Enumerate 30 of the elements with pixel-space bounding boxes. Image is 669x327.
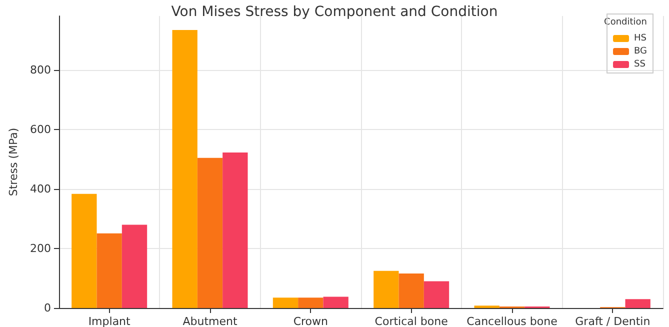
chart-title: Von Mises Stress by Component and Condition <box>171 4 498 20</box>
bar <box>122 224 148 308</box>
y-tick-label: 400 <box>30 182 51 196</box>
legend-title: Condition <box>604 18 648 28</box>
bar <box>272 298 298 308</box>
y-axis-title: Stress (MPa) <box>7 128 20 196</box>
bar <box>298 298 324 308</box>
bar <box>398 274 424 308</box>
y-tick-label: 0 <box>44 302 51 314</box>
y-tick-label: 600 <box>30 123 51 136</box>
legend-label: BG <box>634 46 648 56</box>
y-tick-label: 200 <box>30 242 51 256</box>
y-tick-label: 800 <box>30 64 51 77</box>
x-tick-label: Crown <box>293 315 328 327</box>
x-tick-label: Implant <box>88 315 132 327</box>
x-tick-label: Cancellous bone <box>466 315 558 327</box>
legend-label: HS <box>634 34 647 44</box>
bar <box>197 158 223 308</box>
bar <box>625 299 650 308</box>
x-tick-label: Cortical bone <box>374 315 448 327</box>
bar <box>96 233 122 308</box>
bar <box>374 270 399 308</box>
bar <box>222 152 248 308</box>
bar <box>172 30 198 308</box>
legend-label: SS <box>634 60 646 70</box>
bar <box>72 194 97 308</box>
bar <box>424 281 450 308</box>
x-tick-label: Abutment <box>182 315 238 327</box>
x-tick-label: Graft / Dentin <box>575 315 650 327</box>
bar <box>323 296 348 308</box>
